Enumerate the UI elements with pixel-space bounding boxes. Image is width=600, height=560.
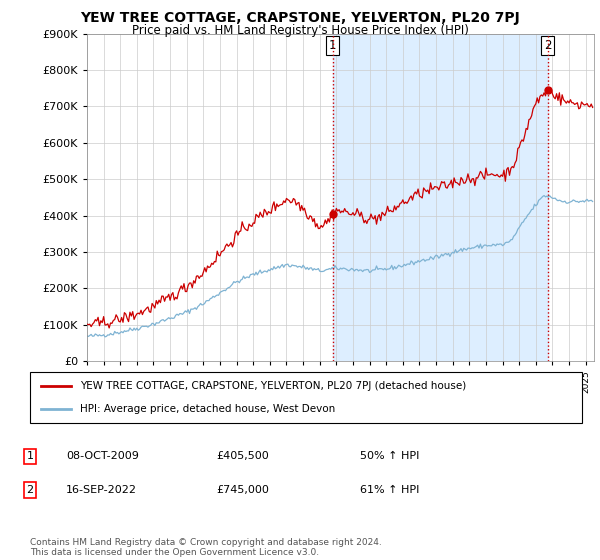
Text: YEW TREE COTTAGE, CRAPSTONE, YELVERTON, PL20 7PJ: YEW TREE COTTAGE, CRAPSTONE, YELVERTON, … — [80, 11, 520, 25]
Text: 61% ↑ HPI: 61% ↑ HPI — [360, 485, 419, 495]
Text: £745,000: £745,000 — [216, 485, 269, 495]
Text: £405,500: £405,500 — [216, 451, 269, 461]
Text: 2: 2 — [26, 485, 34, 495]
Bar — [332, 34, 548, 361]
Text: HPI: Average price, detached house, West Devon: HPI: Average price, detached house, West… — [80, 404, 335, 414]
Text: 16-SEP-2022: 16-SEP-2022 — [66, 485, 137, 495]
Text: 1: 1 — [329, 39, 336, 52]
Text: 2: 2 — [544, 39, 551, 52]
Text: Price paid vs. HM Land Registry's House Price Index (HPI): Price paid vs. HM Land Registry's House … — [131, 24, 469, 36]
Text: Contains HM Land Registry data © Crown copyright and database right 2024.
This d: Contains HM Land Registry data © Crown c… — [30, 538, 382, 557]
Text: 08-OCT-2009: 08-OCT-2009 — [66, 451, 139, 461]
Text: 50% ↑ HPI: 50% ↑ HPI — [360, 451, 419, 461]
Text: 1: 1 — [26, 451, 34, 461]
Text: YEW TREE COTTAGE, CRAPSTONE, YELVERTON, PL20 7PJ (detached house): YEW TREE COTTAGE, CRAPSTONE, YELVERTON, … — [80, 381, 466, 391]
